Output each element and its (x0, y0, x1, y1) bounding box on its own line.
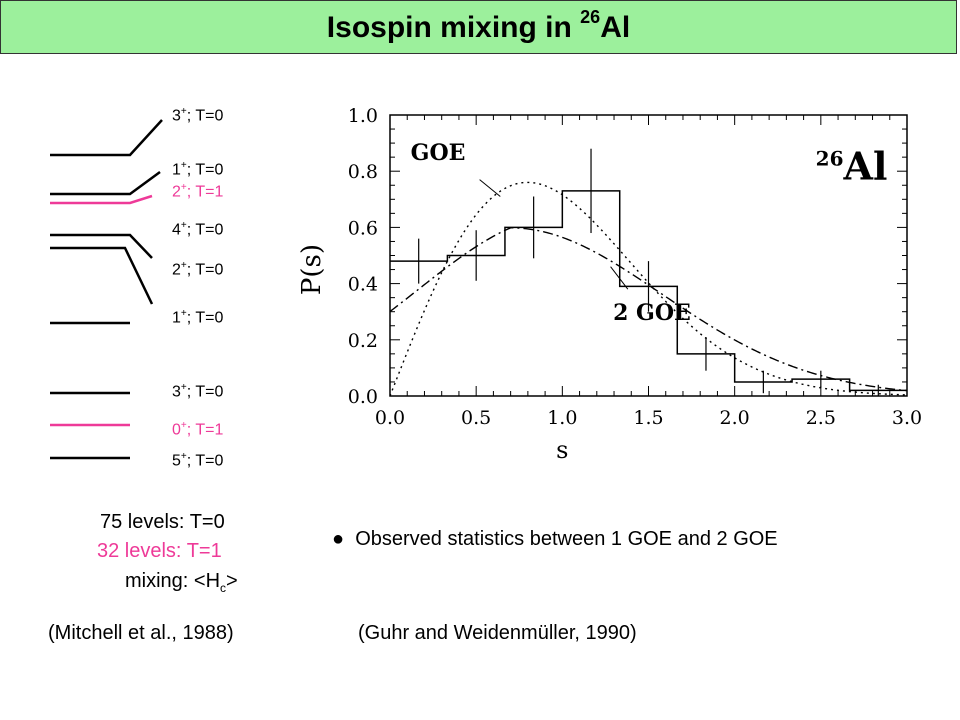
level-line-4-plus (50, 233, 153, 259)
x-tick-label: 0.0 (375, 407, 405, 429)
y-axis-label: P(s) (297, 244, 327, 295)
curve-goe (389, 181, 908, 397)
level-line-2-plus-t0 (50, 246, 154, 305)
page-title: Isospin mixing in 26Al (326, 7, 631, 45)
level-label: 2+; T=1 (172, 182, 224, 201)
y-tick-label: 0.6 (348, 217, 378, 239)
y-tick-label: 0.8 (348, 161, 378, 183)
level-label: 4+; T=0 (172, 220, 224, 239)
level-label: 0+; T=1 (172, 420, 224, 439)
level-label: 1+; T=0 (172, 308, 224, 327)
level-line-1-plus-upper (50, 170, 161, 196)
nucleus-element: Al (843, 144, 888, 189)
y-tick-label: 0.4 (348, 274, 378, 296)
summary-mixing: mixing: <Hc> (125, 570, 238, 595)
x-tick-label: 0.5 (461, 407, 491, 429)
observation-text: ● Observed statistics between 1 GOE and … (332, 528, 778, 551)
citation-left: (Mitchell et al., 1988) (48, 622, 234, 644)
x-tick-label: 2.5 (806, 407, 836, 429)
level-label: 3+; T=0 (172, 106, 224, 125)
title-element: Al (600, 11, 631, 44)
two-goe-annotation: 2 GOE (613, 300, 691, 326)
x-tick-label: 3.0 (892, 407, 922, 429)
level-line-3-plus-upper (50, 119, 163, 157)
summary-t0-levels: 75 levels: T=0 (100, 511, 225, 533)
y-tick-label: 0.0 (348, 386, 378, 408)
nucleus-label: 26Al (816, 144, 888, 189)
x-tick-label: 1.5 (633, 407, 663, 429)
citation-right: (Guhr and Weidenmüller, 1990) (358, 622, 637, 644)
observation-label: Observed statistics between 1 GOE and 2 … (355, 528, 778, 550)
level-label: 2+; T=0 (172, 260, 224, 279)
x-axis-label: s (556, 436, 568, 464)
spacing-distribution-chart: 0.0 0.5 1.0 1.5 2.0 2.5 3.0 0.0 0.2 0.4 0.6 0.8 1.0 s… (297, 105, 922, 464)
title-mass-number: 26 (580, 7, 601, 27)
x-tick-label: 2.0 (720, 407, 750, 429)
two-goe-arrow (610, 266, 629, 290)
goe-arrow (479, 179, 501, 197)
goe-annotation: GOE (411, 140, 466, 166)
level-label: 3+; T=0 (172, 382, 224, 401)
level-scheme-diagram (50, 119, 163, 460)
level-label: 5+; T=0 (172, 451, 224, 470)
nucleus-mass: 26 (816, 147, 844, 171)
summary-t1-levels: 32 levels: T=1 (97, 540, 222, 562)
y-tick-label: 0.2 (348, 330, 378, 352)
curve-2-goe (389, 227, 908, 392)
y-tick-label: 1.0 (348, 105, 378, 127)
x-tick-label: 1.0 (547, 407, 577, 429)
title-banner: Isospin mixing in 26Al (0, 0, 957, 54)
bullet: ● (332, 528, 345, 550)
title-text: Isospin mixing in (326, 11, 581, 44)
level-label: 1+; T=0 (172, 160, 224, 179)
level-line-2-plus-t1 (50, 194, 153, 205)
